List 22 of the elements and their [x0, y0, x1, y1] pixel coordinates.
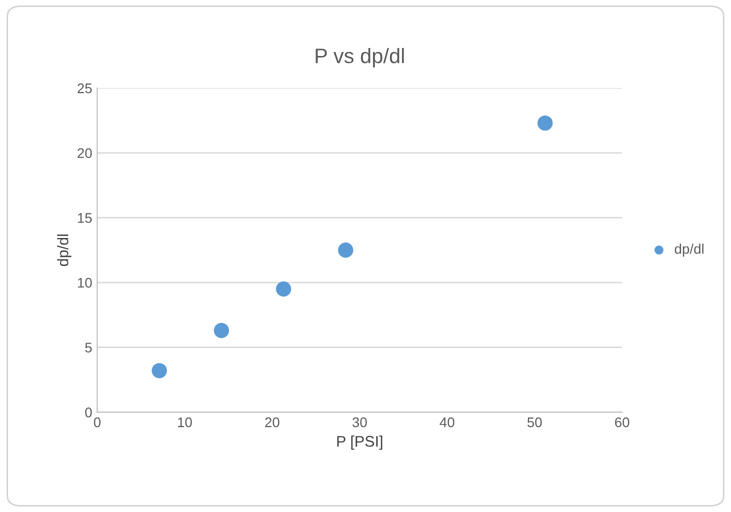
point — [537, 115, 553, 131]
y-tick-label: 20 — [78, 148, 92, 158]
y-tick-label: 5 — [85, 342, 92, 353]
x-tick-label: 20 — [265, 417, 280, 428]
x-tick-label: 60 — [615, 417, 630, 428]
x-axis-title: P [PSI] — [337, 436, 382, 450]
y-tick-label: 0 — [85, 407, 92, 418]
legend-label: dp/dl — [674, 244, 704, 257]
point — [276, 281, 292, 297]
x-tick-label: 0 — [94, 417, 101, 428]
y-tick-label: 15 — [78, 213, 92, 223]
x-tick-label: 40 — [440, 417, 454, 428]
y-axis-title: dp/dl — [57, 234, 72, 266]
point — [338, 242, 354, 258]
chart-title: P vs dp/dl — [316, 48, 404, 68]
y-tick-label: 10 — [78, 278, 92, 288]
point — [214, 322, 230, 338]
x-tick-label: 30 — [352, 417, 367, 428]
y-tick-label: 25 — [78, 83, 92, 94]
point — [152, 363, 167, 378]
x-tick-label: 10 — [178, 417, 192, 428]
x-tick-label: 50 — [527, 417, 542, 428]
